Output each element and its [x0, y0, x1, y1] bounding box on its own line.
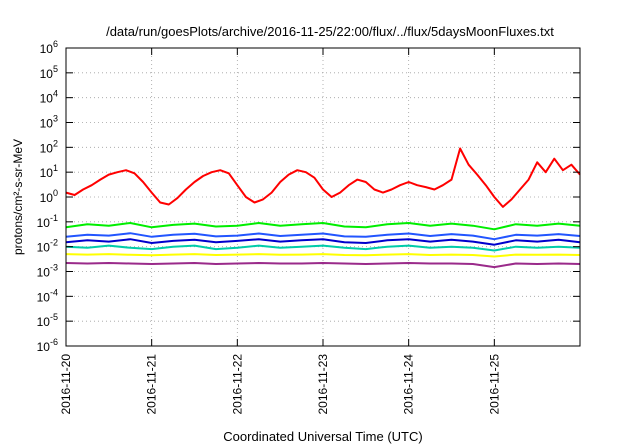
- x-axis-ticks: 2016-11-20 2016-11-21 2016-11-22 2016-11-23…: [59, 48, 501, 415]
- series-line-7: [65, 147, 581, 208]
- series-line-2: [65, 253, 581, 258]
- x-axis-label: Coordinated Universal Time (UTC): [223, 429, 422, 444]
- series-line-5: [65, 232, 581, 241]
- y-tick-label: 10-2: [37, 238, 58, 255]
- series-line-3: [65, 244, 581, 252]
- y-tick-label: 10-6: [37, 337, 58, 354]
- grid: [66, 48, 580, 346]
- y-tick-label: 103: [40, 114, 58, 131]
- y-tick-label: 10-3: [37, 263, 58, 280]
- y-tick-label: 105: [40, 64, 58, 81]
- y-tick-label: 10-5: [37, 312, 58, 329]
- y-tick-label: 10-4: [37, 287, 58, 304]
- series-line-6: [65, 222, 581, 231]
- y-tick-label: 106: [40, 39, 58, 56]
- y-tick-label: 100: [40, 188, 58, 205]
- y-tick-label: 102: [40, 138, 58, 155]
- y-axis-ticks: 10-6 10-5 10-4 10-3 10-2 10-1 100 101 102 103 104 1…: [37, 39, 580, 354]
- x-tick-label: 2016-11-20: [59, 354, 73, 415]
- y-tick-label: 10-1: [37, 213, 58, 230]
- x-tick-label: 2016-11-21: [145, 354, 159, 415]
- series-line-4: [65, 238, 581, 246]
- x-tick-label: 2016-11-24: [402, 354, 416, 415]
- series-line-1: [65, 262, 581, 269]
- x-tick-label: 2016-11-23: [316, 354, 330, 415]
- y-tick-label: 101: [40, 163, 58, 180]
- x-tick-label: 2016-11-25: [487, 354, 501, 415]
- chart-title: /data/run/goesPlots/archive/2016-11-25/2…: [106, 24, 554, 39]
- x-tick-label: 2016-11-22: [230, 354, 244, 415]
- series-group: [65, 147, 581, 269]
- y-axis-label: protons/cm²-s-sr-MeV: [11, 139, 25, 255]
- y-tick-label: 104: [40, 89, 58, 106]
